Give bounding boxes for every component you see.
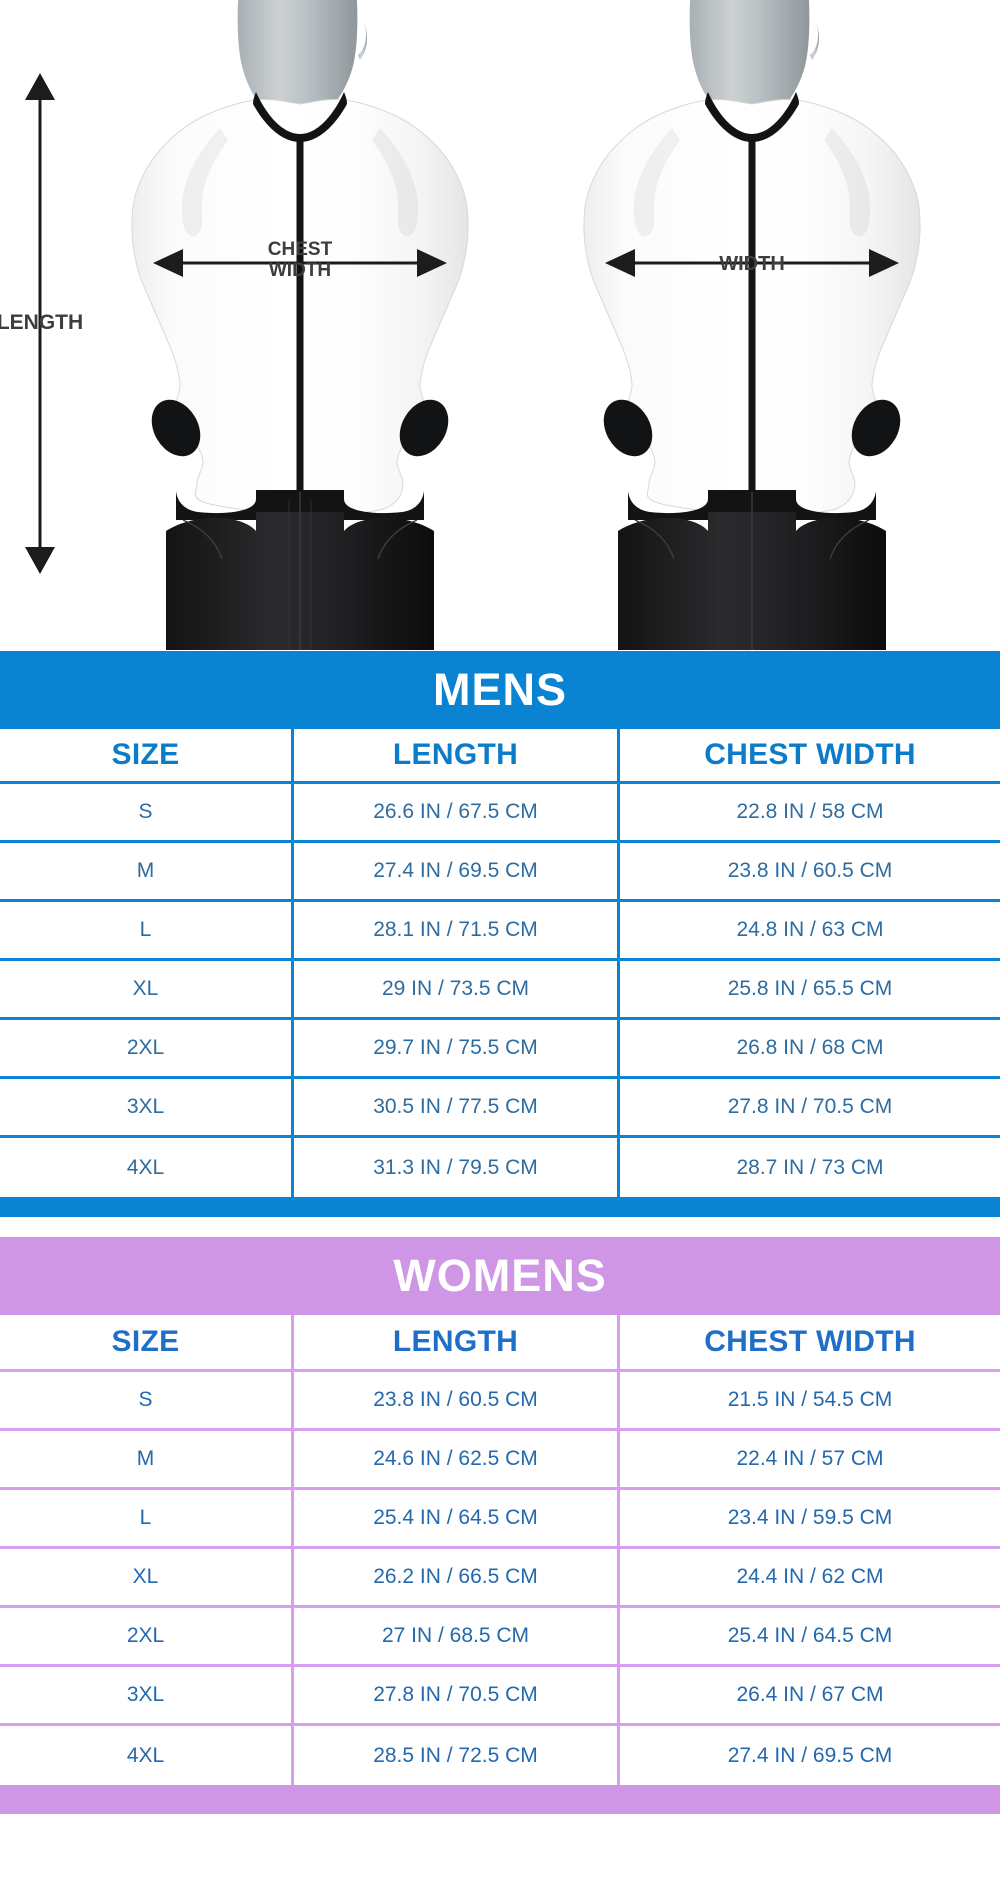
svg-text:WIDTH: WIDTH — [719, 253, 785, 275]
svg-text:CHEST: CHEST — [268, 239, 333, 260]
svg-text:LENGTH: LENGTH — [0, 311, 83, 334]
svg-text:WIDTH: WIDTH — [269, 260, 331, 281]
